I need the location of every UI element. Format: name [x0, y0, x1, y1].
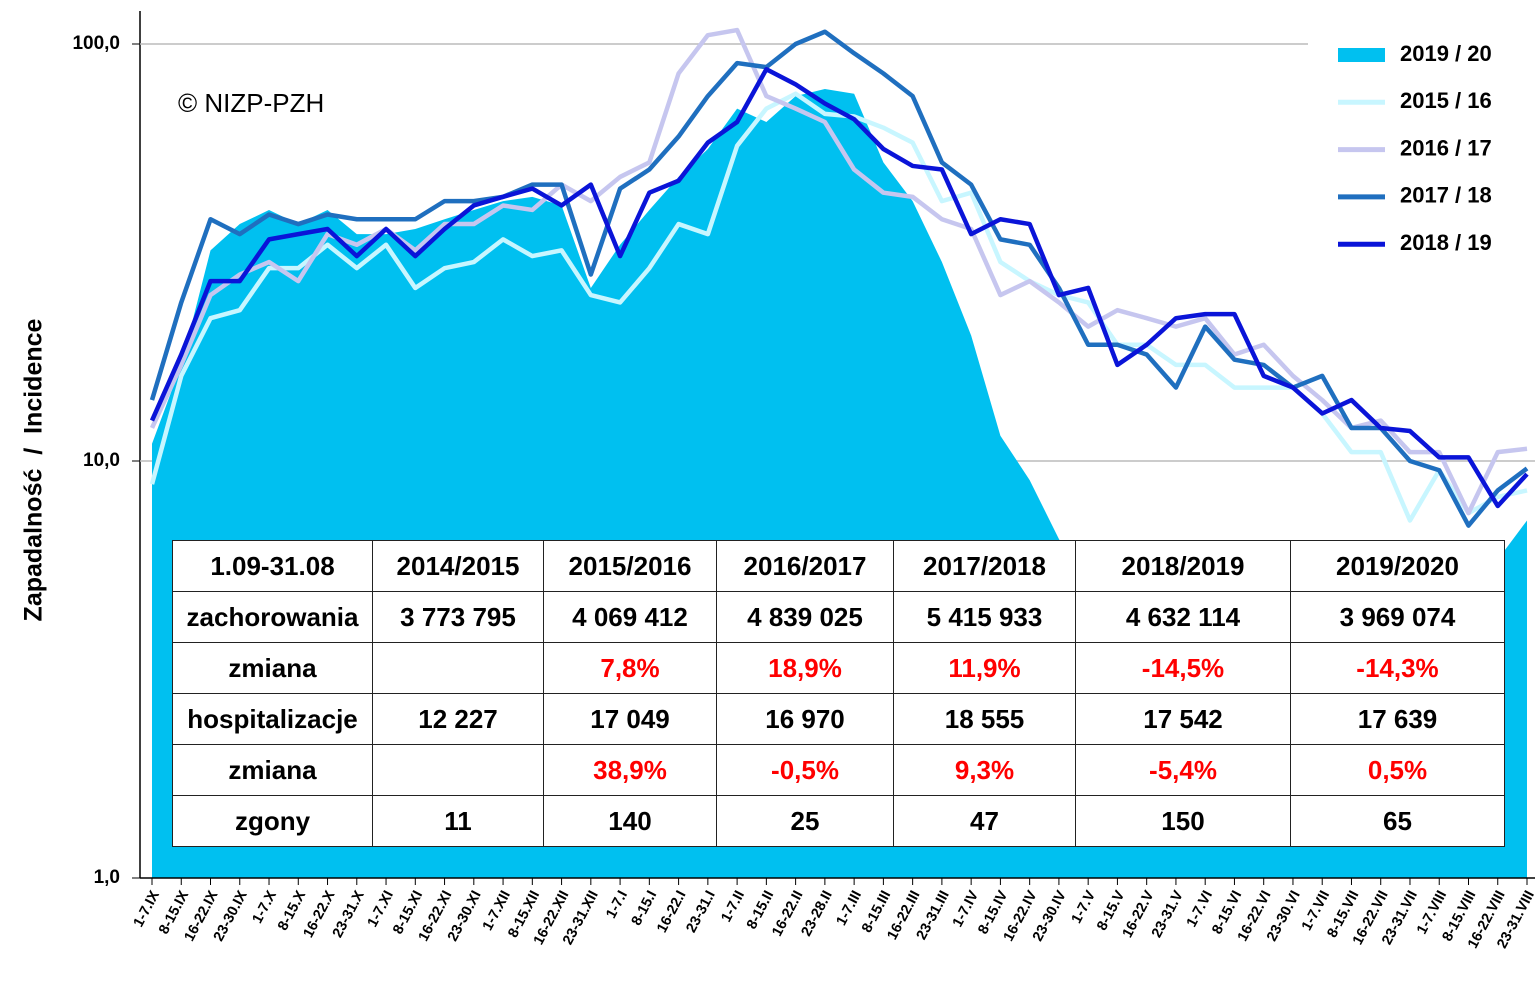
table-cell: 4 069 412: [543, 591, 717, 643]
table-cell: zmiana: [172, 744, 373, 796]
table-cell: zgony: [172, 795, 373, 847]
table-cell: [372, 642, 544, 694]
table-cell: 3 969 074: [1290, 591, 1505, 643]
x-tick-label: 1-7.X: [250, 888, 281, 926]
table-cell: 2015/2016: [543, 540, 717, 592]
table-cell: 2016/2017: [716, 540, 894, 592]
table-cell: 11: [372, 795, 544, 847]
table-cell: 16 970: [716, 693, 894, 745]
table-cell: 17 639: [1290, 693, 1505, 745]
y-tick-label: 10,0: [83, 450, 120, 471]
table-cell: 7,8%: [543, 642, 717, 694]
x-tick-label: 8-15.I: [629, 888, 661, 928]
y-tick-label: 100,0: [72, 33, 120, 54]
table-cell: 3 773 795: [372, 591, 544, 643]
x-tick-label: 1-7.III: [834, 888, 866, 928]
table-cell: 12 227: [372, 693, 544, 745]
table-cell: -0,5%: [716, 744, 894, 796]
table-cell: 38,9%: [543, 744, 717, 796]
table-cell: 9,3%: [893, 744, 1076, 796]
table-cell: 25: [716, 795, 894, 847]
y-tick-label: 1,0: [94, 867, 120, 888]
table-cell: [372, 744, 544, 796]
table-cell: 4 632 114: [1075, 591, 1291, 643]
table-row: zachorowania 3 773 795 4 069 412 4 839 025 5…: [172, 591, 1505, 643]
watermark: © NIZP-PZH: [178, 88, 324, 118]
x-tick-label: 1-7.VI: [1184, 888, 1216, 930]
table-cell: 0,5%: [1290, 744, 1505, 796]
line: [149, 29, 1529, 528]
table-row: 1.09-31.08 2014/2015 2015/2016 2016/2017 201…: [172, 540, 1505, 592]
legend-label: 2016 / 17: [1400, 135, 1492, 160]
x-tick-label: 1-7.II: [718, 888, 748, 925]
table-cell: 17 542: [1075, 693, 1291, 745]
table-cell: zmiana: [172, 642, 373, 694]
legend-swatch: [1338, 48, 1385, 62]
table-cell: 150: [1075, 795, 1291, 847]
legend-label: 2018 / 19: [1400, 230, 1492, 255]
table-cell: 17 049: [543, 693, 717, 745]
table-cell: hospitalizacje: [172, 693, 373, 745]
legend-label: 2019 / 20: [1400, 41, 1492, 66]
table-row: zgony 11 140 25 47 150 65: [172, 795, 1505, 847]
table-cell: 2014/2015: [372, 540, 544, 592]
line: [149, 66, 1529, 509]
table-cell: 65: [1290, 795, 1505, 847]
table-row: zmiana 7,8% 18,9% 11,9% -14,5% -14,3%: [172, 642, 1505, 694]
table-cell: -14,3%: [1290, 642, 1505, 694]
table-cell: -14,5%: [1075, 642, 1291, 694]
table-cell: 5 415 933: [893, 591, 1076, 643]
x-tick-label: 1-7.I: [603, 888, 631, 921]
table-row: zmiana 38,9% -0,5% 9,3% -5,4% 0,5%: [172, 744, 1505, 796]
x-tick-label: 1-7.XI: [365, 888, 397, 930]
table-cell: zachorowania: [172, 591, 373, 643]
table-cell: 2019/2020: [1290, 540, 1505, 592]
table-row: hospitalizacje 12 227 17 049 16 970 18 555 17…: [172, 693, 1505, 745]
summary-table: 1.09-31.08 2014/2015 2015/2016 2016/2017 201…: [172, 540, 1505, 847]
legend-label: 2017 / 18: [1400, 183, 1492, 208]
table-cell: 140: [543, 795, 717, 847]
table-cell: 2017/2018: [893, 540, 1076, 592]
table-cell: 18,9%: [716, 642, 894, 694]
table-cell: 1.09-31.08: [172, 540, 373, 592]
table-cell: 18 555: [893, 693, 1076, 745]
table-cell: 2018/2019: [1075, 540, 1291, 592]
table-cell: -5,4%: [1075, 744, 1291, 796]
table-cell: 47: [893, 795, 1076, 847]
x-tick-label: 1-7.V: [1069, 888, 1100, 926]
legend-label: 2015 / 16: [1400, 88, 1492, 113]
table-cell: 4 839 025: [716, 591, 894, 643]
y-axis-title: Zapadalność / Incidence: [20, 318, 48, 621]
table-cell: 11,9%: [893, 642, 1076, 694]
